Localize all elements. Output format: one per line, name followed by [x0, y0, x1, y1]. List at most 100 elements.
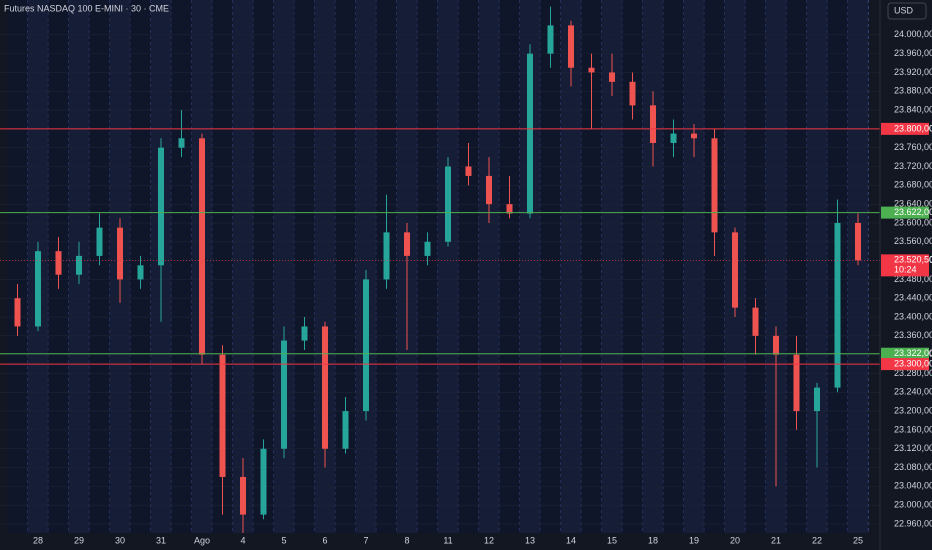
- y-tick-label: 23.640,00: [894, 199, 932, 209]
- session-band: [765, 0, 787, 533]
- y-tick-label: 23.960,00: [894, 48, 932, 58]
- candle-body: [117, 227, 123, 280]
- session-band: [335, 0, 356, 533]
- x-tick-label: 21: [771, 535, 781, 545]
- level-label: 23.800,00: [894, 123, 932, 133]
- candle-body: [691, 133, 697, 139]
- candle-body: [752, 307, 759, 336]
- session-band: [437, 0, 459, 533]
- candle-body: [568, 25, 574, 68]
- x-tick-label: 12: [484, 535, 494, 545]
- session-band: [540, 0, 561, 533]
- y-tick-label: 23.000,00: [894, 500, 932, 510]
- y-tick-label: 23.080,00: [894, 462, 932, 472]
- y-tick-label: 23.400,00: [894, 311, 932, 321]
- y-tick-label: 23.840,00: [894, 104, 932, 114]
- y-tick-label: 23.120,00: [894, 443, 932, 453]
- y-tick-label: 23.480,00: [894, 274, 932, 284]
- y-tick-label: 23.600,00: [894, 217, 932, 227]
- session-band: [7, 0, 28, 533]
- x-tick-label: 29: [74, 535, 84, 545]
- x-tick-label: 30: [115, 535, 125, 545]
- time-axis: [0, 533, 880, 550]
- session-band: [560, 0, 582, 533]
- candle-body: [424, 241, 431, 256]
- candle-body: [404, 232, 410, 256]
- x-tick-label: 14: [566, 535, 576, 545]
- candle-body: [199, 138, 205, 355]
- x-tick-label: 8: [404, 535, 409, 545]
- session-band: [355, 0, 377, 533]
- session-band: [273, 0, 295, 533]
- candle-body: [670, 133, 677, 143]
- level-label: 23.322,00: [894, 348, 932, 358]
- countdown: 10:24: [894, 265, 917, 275]
- level-label-bg: [881, 206, 929, 219]
- candle-body: [76, 255, 82, 275]
- level-label-bg: [881, 347, 929, 360]
- candle-body: [14, 298, 21, 327]
- currency-button[interactable]: [887, 2, 927, 20]
- candle-body: [35, 251, 41, 327]
- y-tick-label: 23.440,00: [894, 293, 932, 303]
- y-tick-label: 23.040,00: [894, 481, 932, 491]
- session-band: [294, 0, 315, 533]
- candle-body: [281, 340, 287, 449]
- candle-body: [506, 204, 513, 214]
- candle-body: [240, 476, 246, 515]
- session-band: [171, 0, 192, 533]
- x-tick-label: 25: [853, 535, 863, 545]
- candle-body: [158, 147, 164, 266]
- last-price-bg: [881, 254, 929, 277]
- x-tick-label: 31: [156, 535, 166, 545]
- session-band: [89, 0, 110, 533]
- session-band: [663, 0, 684, 533]
- session-band: [642, 0, 664, 533]
- candle-body: [629, 81, 636, 106]
- session-band: [704, 0, 725, 533]
- y-tick-label: 23.920,00: [894, 67, 932, 77]
- chart-title: Futures NASDAQ 100 E-MINI · 30 · CME: [4, 3, 169, 13]
- session-band: [786, 0, 807, 533]
- candle-body: [55, 251, 62, 275]
- candle-body: [609, 72, 615, 82]
- candle-body: [322, 326, 328, 449]
- session-band: [622, 0, 643, 533]
- currency[interactable]: USD: [894, 5, 914, 15]
- candle-body: [711, 138, 718, 233]
- session-band: [499, 0, 520, 533]
- session-band: [232, 0, 254, 533]
- session-background: [7, 0, 869, 533]
- candle-body: [301, 326, 308, 341]
- candle-body: [732, 232, 738, 308]
- x-tick-label: 20: [730, 535, 740, 545]
- session-band: [458, 0, 479, 533]
- candle-body: [363, 279, 369, 412]
- candle-body: [486, 175, 492, 205]
- y-tick-label: 23.720,00: [894, 161, 932, 171]
- candle-body: [814, 387, 820, 412]
- x-tick-label: 15: [607, 535, 617, 545]
- axis-labels: 22.960,00 23.000,00 23.040,00 23.080,00 23.1…: [33, 29, 932, 545]
- y-tick-label: 23.200,00: [894, 405, 932, 415]
- session-band: [683, 0, 705, 533]
- candle-body: [650, 105, 656, 143]
- candle-body: [96, 227, 103, 256]
- y-tick-label: 22.960,00: [894, 518, 932, 528]
- session-band: [417, 0, 438, 533]
- y-tick-label: 23.560,00: [894, 236, 932, 246]
- y-tick-label: 23.160,00: [894, 424, 932, 434]
- y-tick-label: 23.240,00: [894, 387, 932, 397]
- level-label: 23.300,00: [894, 358, 932, 368]
- session-band: [478, 0, 500, 533]
- x-tick-label: 5: [281, 535, 286, 545]
- y-tick-label: 23.280,00: [894, 368, 932, 378]
- y-tick-label: 24.000,00: [894, 29, 932, 39]
- candle-body: [342, 411, 349, 449]
- session-band: [745, 0, 766, 533]
- level-label-bg: [881, 122, 929, 135]
- candle-body: [855, 222, 861, 261]
- y-tick-label: 23.760,00: [894, 142, 932, 152]
- candle-body: [445, 166, 451, 242]
